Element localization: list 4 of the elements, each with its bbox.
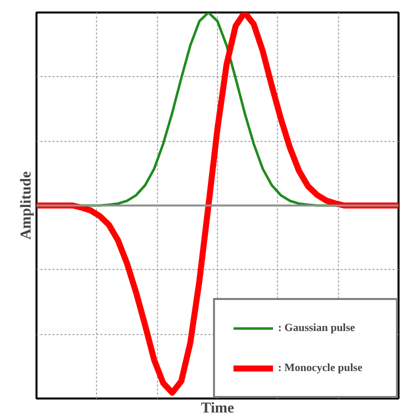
x-axis-title: Time <box>200 400 234 416</box>
y-axis-title: Amplitude <box>18 170 34 240</box>
legend-label: : Gaussian pulse <box>278 322 356 334</box>
legend-label: : Monocycle pulse <box>278 362 364 374</box>
